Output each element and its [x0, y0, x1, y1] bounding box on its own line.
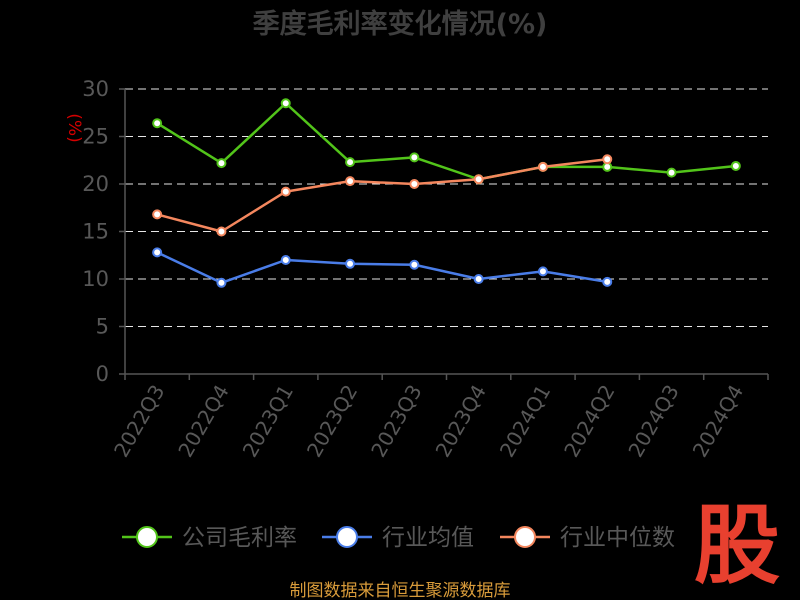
y-tick-label-25: 25 [82, 125, 109, 149]
x-tick-label-2024Q4: 2024Q4 [688, 381, 748, 462]
y-tick-labels: 0 5 10 15 20 25 30 [82, 77, 109, 386]
y-tick-label-0: 0 [96, 362, 109, 386]
grid-lines [119, 88, 768, 375]
data-point-1-2023Q4 [473, 274, 484, 284]
data-point-1-2024Q1 [537, 266, 548, 277]
x-tick-labels: 2022Q3 2022Q4 2023Q1 2023Q2 2023Q3 2023Q4 2024… [109, 381, 748, 462]
y-axis-label: (%) [64, 113, 84, 142]
legend-item-0: 公司毛利率 [122, 525, 297, 551]
data-point-2-2023Q4 [473, 174, 484, 185]
series-line-1 [156, 251, 608, 285]
x-tick-label-2024Q3: 2024Q3 [623, 381, 683, 462]
brand-logo: 股 [694, 496, 780, 596]
data-point-1-2023Q1 [280, 255, 291, 265]
series-1 [152, 247, 613, 288]
legend-label-1: 行业均值 [382, 525, 474, 551]
legend-label-0: 公司毛利率 [182, 525, 297, 551]
legend-marker-0 [136, 526, 158, 548]
data-point-1-2023Q3 [409, 259, 420, 270]
legend-marker-2 [514, 526, 536, 548]
x-tick-label-2023Q1: 2023Q1 [238, 381, 298, 462]
data-point-0-2022Q3 [152, 118, 163, 129]
data-point-0-2024Q3 [666, 167, 677, 178]
data-point-2-2023Q3 [409, 179, 420, 189]
data-point-2-2022Q4 [216, 226, 227, 237]
data-point-2-2024Q1 [537, 161, 548, 172]
data-point-2-2024Q2 [602, 154, 613, 165]
axes [124, 89, 769, 380]
y-tick-label-5: 5 [96, 315, 109, 339]
data-point-2-2023Q2 [345, 176, 356, 187]
series-lines [152, 98, 741, 288]
x-tick-label-2023Q2: 2023Q2 [302, 381, 362, 462]
data-point-1-2024Q2 [602, 276, 613, 287]
x-tick-label-2022Q4: 2022Q4 [173, 381, 233, 462]
data-point-1-2022Q4 [216, 277, 227, 288]
series-line-2 [156, 158, 608, 233]
x-tick-label-2024Q2: 2024Q2 [559, 381, 619, 462]
legend-item-2: 行业中位数 [500, 525, 675, 551]
legend-marker-1 [336, 526, 358, 548]
y-tick-label-30: 30 [82, 77, 109, 101]
x-tick-label-2024Q1: 2024Q1 [495, 381, 555, 462]
series-0 [152, 98, 741, 185]
x-tick-label-2023Q4: 2023Q4 [431, 381, 491, 462]
data-point-0-2024Q4 [730, 160, 741, 171]
data-point-2-2023Q1 [280, 186, 291, 197]
data-point-1-2023Q2 [345, 258, 356, 269]
data-point-0-2023Q2 [345, 157, 356, 168]
data-point-1-2022Q3 [152, 247, 163, 258]
series-2 [152, 154, 613, 237]
x-tick-label-2023Q3: 2023Q3 [366, 381, 426, 462]
legend-label-2: 行业中位数 [560, 525, 675, 551]
legend: 公司毛利率 行业均值 行业中位数 [122, 525, 675, 551]
legend-item-1: 行业均值 [322, 525, 474, 551]
chart-title: 季度毛利率变化情况(%) [253, 8, 548, 40]
y-tick-label-15: 15 [82, 220, 109, 244]
y-tick-label-20: 20 [82, 172, 109, 196]
data-point-0-2022Q4 [216, 158, 227, 169]
series-line-0 [156, 102, 736, 181]
x-tick-label-2022Q3: 2022Q3 [109, 381, 169, 462]
data-point-0-2023Q3 [409, 152, 420, 163]
data-point-0-2023Q1 [280, 98, 291, 109]
data-point-2-2022Q3 [152, 209, 163, 220]
source-note: 制图数据来自恒生聚源数据库 [290, 581, 511, 600]
y-tick-label-10: 10 [82, 267, 109, 291]
